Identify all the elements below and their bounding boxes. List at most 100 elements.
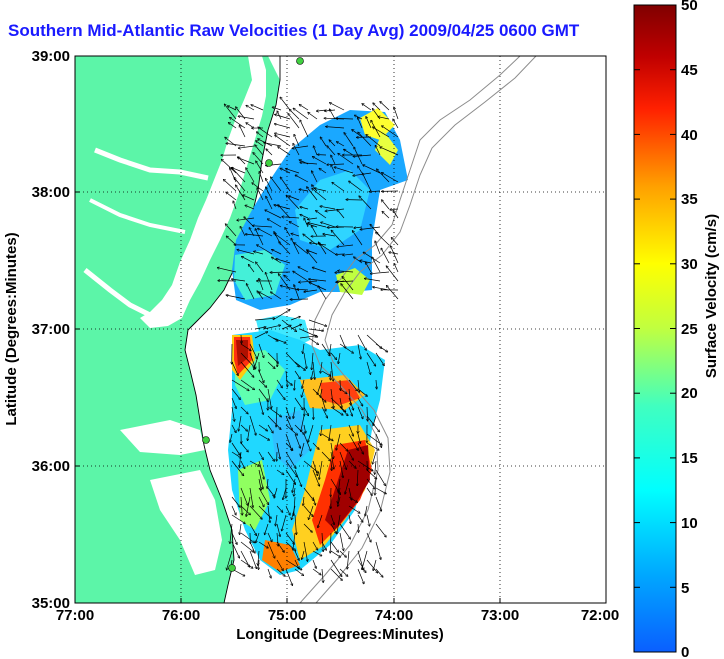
velocity-vector [240,424,247,431]
velocity-vector [348,397,353,410]
velocity-vector [357,388,367,396]
velocity-vector [376,379,377,389]
velocity-vector [276,259,291,264]
velocity-vector [231,361,238,375]
x-tick-label: 73:00 [481,607,519,624]
velocity-vector [275,115,291,120]
velocity-vector [303,424,306,433]
velocity-vector [294,433,300,448]
velocity-vector [231,406,234,421]
velocity-vector [336,433,341,450]
velocity-vector [231,388,240,399]
velocity-vector [372,257,381,273]
velocity-vector [321,433,333,441]
velocity-vector [237,250,255,255]
velocity-vector [307,187,318,201]
velocity-vector [382,212,390,219]
velocity-vector [303,487,314,501]
velocity-vector [255,229,264,246]
velocity-vector [362,550,368,570]
velocity-vector [228,106,237,111]
velocity-vector [232,279,246,282]
velocity-vector [348,406,352,416]
velocity-vector [376,232,390,246]
velocity-vector [285,532,294,544]
velocity-vector [258,127,273,138]
velocity-vector [292,145,309,148]
velocity-vector [366,117,372,129]
velocity-vector [225,104,237,120]
velocity-vector [339,523,350,539]
velocity-vector [344,149,354,156]
velocity-vector [321,222,336,228]
velocity-vector [339,532,344,550]
colorbar-tick-label: 40 [681,127,698,144]
velocity-vector [265,210,282,219]
velocity-vector [321,451,330,461]
velocity-vector [266,273,273,291]
velocity-vector [294,550,299,560]
velocity-vector [381,248,390,264]
colorbar-tick-label: 30 [681,256,698,273]
velocity-vector [226,192,237,201]
velocity-vector [358,118,363,129]
velocity-vector [344,133,354,147]
velocity-vector [294,379,295,390]
velocity-vector [315,188,327,192]
velocity-vector [267,334,278,341]
velocity-vector [285,541,296,551]
velocity-vector [312,559,316,568]
y-tick-label: 35:00 [32,595,70,612]
velocity-vector [319,243,336,255]
velocity-vector [267,451,274,461]
velocity-vector [320,361,323,373]
velocity-vector [348,496,357,502]
velocity-vector [390,209,399,210]
axis-ticks [74,55,607,604]
velocity-vector [302,379,305,388]
velocity-vector [319,460,323,479]
velocity-vector [312,442,319,449]
velocity-vector [258,388,268,402]
velocity-vector [248,424,251,440]
velocity-vector [230,433,233,442]
radar-site-marker [265,159,273,167]
velocity-vector [329,140,336,147]
velocity-vector [321,424,322,435]
velocity-vector [312,460,318,476]
velocity-vector [330,388,334,408]
velocity-vector [277,111,282,120]
velocity-vector [256,141,264,147]
velocity-vector [294,361,305,370]
velocity-vector [375,523,386,537]
velocity-vector [283,487,287,500]
velocity-vector [249,523,256,535]
velocity-vector [358,166,363,174]
velocity-vector [303,541,308,561]
velocity-vector [339,343,353,353]
velocity-vector [347,550,350,569]
velocity-vector [285,568,292,585]
velocity-vector [234,178,246,192]
y-tick-label: 38:00 [32,184,70,201]
velocity-vector [240,343,251,351]
velocity-vector [322,568,323,582]
velocity-vector [370,225,381,237]
velocity-vector [231,379,249,391]
x-tick-label: 76:00 [162,607,200,624]
velocity-vector [338,271,354,272]
colorbar-tick-label: 50 [681,0,698,14]
velocity-vector [272,250,282,255]
velocity-vector [321,532,323,551]
velocity-vector [285,424,297,435]
velocity-vector [294,514,296,534]
velocity-vector [240,559,253,568]
y-tick-label: 39:00 [32,48,70,65]
velocity-vector [366,262,372,273]
chesapeake-bay [140,56,266,328]
velocity-vector [290,317,300,321]
velocity-vector [366,487,372,495]
velocity-vector [275,514,278,526]
velocity-vector [294,424,304,434]
velocity-vector [357,334,366,350]
